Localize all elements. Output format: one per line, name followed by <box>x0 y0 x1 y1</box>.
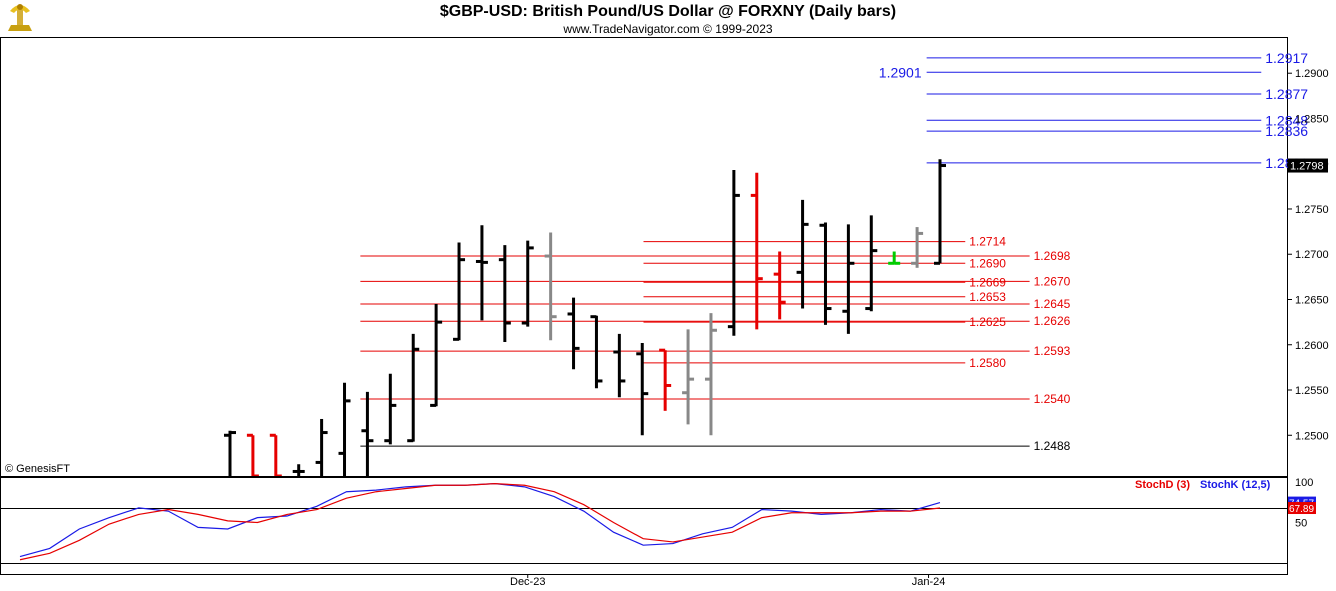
ohlc-bar <box>246 433 259 476</box>
level-label: 1.2669 <box>969 275 1006 289</box>
legend-stochk: StochK (12,5) <box>1200 479 1271 491</box>
ohlc-bar <box>613 333 626 398</box>
ohlc-bar <box>842 224 855 334</box>
ohlc-bar <box>796 199 809 309</box>
level-label: 1.2714 <box>969 235 1006 249</box>
level-label: 1.2698 <box>1034 249 1071 263</box>
level-label: 1.2836 <box>1265 123 1308 139</box>
y-tick-label: 1.2900 <box>1295 68 1329 80</box>
ohlc-bar <box>361 391 374 476</box>
level-label: 1.2917 <box>1265 50 1308 66</box>
ohlc-bar <box>498 245 511 343</box>
level-label: 1.2625 <box>969 315 1006 329</box>
chart-header: $GBP-USD: British Pound/US Dollar @ FORX… <box>0 0 1336 37</box>
x-tick-label: Jan-24 <box>912 576 946 588</box>
level-label: 1.2593 <box>1034 344 1071 358</box>
level-label: 1.2540 <box>1034 392 1071 406</box>
level-label: 1.2877 <box>1265 86 1308 102</box>
ohlc-bar <box>659 348 672 411</box>
ohlc-bar <box>544 232 557 341</box>
x-tick-label: Dec-23 <box>510 576 545 588</box>
stoch-line-d <box>19 483 941 561</box>
ohlc-bar <box>292 464 305 476</box>
ohlc-bar <box>430 304 443 407</box>
level-label: 1.2580 <box>969 356 1006 370</box>
level-label: 1.2645 <box>1034 297 1071 311</box>
chart-subtitle: www.TradeNavigator.com © 1999-2023 <box>563 22 773 36</box>
gold-bull-logo-icon <box>8 4 32 31</box>
ohlc-bar <box>750 172 763 330</box>
ohlc-bar <box>521 240 534 327</box>
ohlc-bar <box>636 342 649 436</box>
ohlc-bar <box>819 222 832 325</box>
ohlc-bar <box>773 251 786 320</box>
credit-label: © GenesisFT <box>5 463 70 475</box>
stoch-d-tag <box>1288 502 1316 515</box>
y-tick-label: 1.2700 <box>1295 249 1329 261</box>
ohlc-bar <box>384 373 397 445</box>
level-label: 1.2848 <box>1265 112 1308 128</box>
y-tick-label: 1.2850 <box>1295 113 1329 125</box>
y-tick-label: 1.2750 <box>1295 204 1329 216</box>
stochastic-panel <box>0 477 1288 575</box>
level-label: 1.2690 <box>969 256 1006 270</box>
last-price-label: 1.2798 <box>1290 161 1324 173</box>
ohlc-bar <box>590 315 603 389</box>
level-label: 1.2901 <box>879 64 922 80</box>
ohlc-bar <box>453 242 466 341</box>
ohlc-bar <box>315 418 328 476</box>
last-price-tag <box>1288 158 1328 173</box>
level-label: 1.2653 <box>969 290 1006 304</box>
y-tick-label: 1.2600 <box>1295 340 1329 352</box>
ohlc-bar <box>865 215 878 312</box>
ohlc-bar <box>911 227 924 268</box>
level-label: 1.2626 <box>1034 314 1071 328</box>
price-panel <box>0 37 1288 477</box>
ohlc-bar <box>407 333 420 443</box>
level-label: 1.2670 <box>1034 274 1071 288</box>
ohlc-bar <box>727 170 740 336</box>
ohlc-bar <box>934 159 946 265</box>
y-tick-label: 1.2500 <box>1295 430 1329 442</box>
ohlc-bar <box>338 382 351 476</box>
ohlc-bar <box>682 329 695 425</box>
stoch-y-tick-label: 50 <box>1295 518 1307 530</box>
legend-stochd: StochD (3) <box>1135 479 1190 491</box>
ohlc-bar <box>888 251 901 265</box>
ohlc-bar <box>224 430 236 476</box>
y-tick-label: 1.2550 <box>1295 385 1329 397</box>
ohlc-bar <box>567 297 580 370</box>
chart-title: $GBP-USD: British Pound/US Dollar @ FORX… <box>439 3 897 20</box>
ohlc-bar <box>475 225 488 321</box>
ohlc-bar <box>269 433 282 476</box>
y-tick-label: 1.2650 <box>1295 294 1329 306</box>
level-label: 1.2488 <box>1034 439 1071 453</box>
stoch-y-tick-label: 100 <box>1295 477 1313 489</box>
stoch-d-last-label: 67.89 <box>1289 504 1314 515</box>
ohlc-bar <box>704 313 717 436</box>
